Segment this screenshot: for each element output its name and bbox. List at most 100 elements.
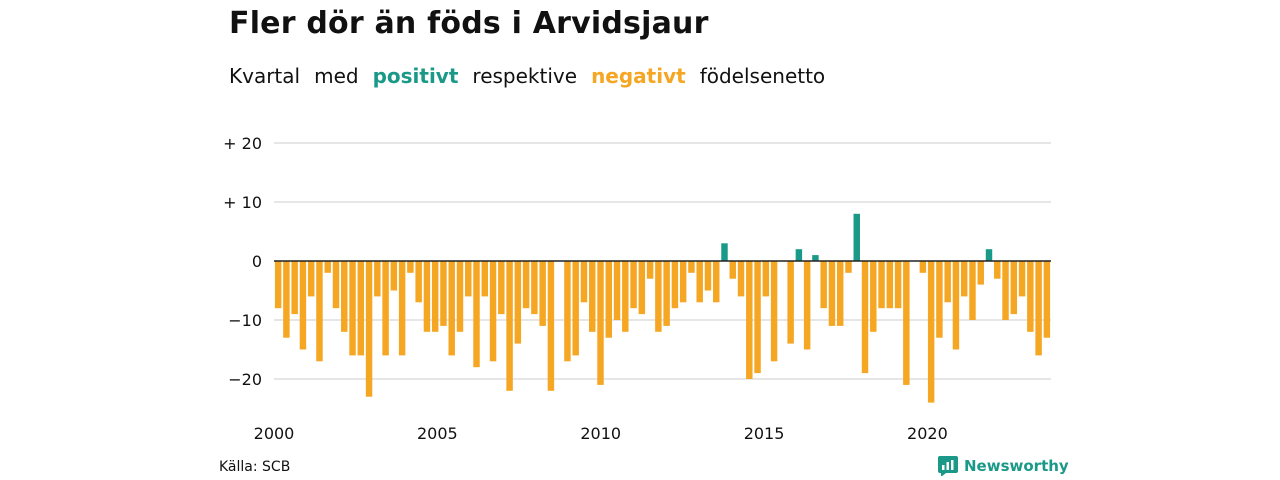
bar — [737, 261, 745, 297]
bar — [696, 261, 703, 303]
bar — [944, 261, 951, 303]
bar — [828, 261, 836, 326]
chart-subtitle: Kvartal med positivt respektive negativt föde… — [229, 64, 839, 88]
bar — [754, 261, 761, 374]
subtitle-word: respektive — [472, 64, 578, 88]
bar — [448, 261, 455, 356]
bar — [274, 261, 282, 309]
bar — [630, 261, 637, 309]
bar — [1043, 261, 1051, 338]
x-tick-label: 2015 — [744, 424, 785, 443]
bar — [506, 261, 513, 391]
bar — [299, 261, 307, 350]
bar — [803, 261, 811, 350]
chart-title: Fler dör än föds i Arvidsjaur — [229, 6, 709, 41]
bar — [605, 261, 612, 338]
bar — [903, 261, 910, 385]
bar — [853, 213, 860, 261]
bar — [415, 261, 422, 303]
bar — [589, 261, 596, 332]
bar — [407, 261, 414, 273]
bar — [936, 261, 943, 338]
x-tick-label: 2005 — [417, 424, 458, 443]
bar — [861, 261, 869, 374]
bar — [316, 261, 323, 362]
bar — [919, 261, 927, 273]
bar — [349, 261, 356, 356]
bar — [547, 261, 555, 391]
bar — [357, 261, 365, 356]
bar — [580, 261, 588, 303]
bar — [291, 261, 298, 315]
bar — [713, 261, 720, 303]
bar — [646, 261, 654, 279]
bar — [1010, 261, 1018, 315]
bar — [473, 261, 480, 368]
bar — [332, 261, 340, 309]
bar — [440, 261, 447, 326]
bar — [977, 261, 984, 285]
bar — [704, 261, 712, 291]
bar — [456, 261, 464, 332]
bar — [374, 261, 381, 297]
bar — [514, 261, 522, 344]
y-tick-label: −20 — [228, 370, 262, 389]
bar — [836, 261, 844, 326]
bar — [564, 261, 571, 362]
bar — [572, 261, 579, 356]
bar — [870, 261, 877, 332]
bar — [498, 261, 505, 315]
bar — [679, 261, 687, 303]
newsworthy-logo-icon — [938, 456, 958, 476]
bar — [845, 261, 852, 273]
bar — [489, 261, 497, 362]
bar — [820, 261, 827, 309]
bar — [795, 249, 803, 261]
bar — [1002, 261, 1009, 320]
bar — [382, 261, 389, 356]
bar — [729, 261, 736, 279]
brand-logo: Newsworthy — [938, 456, 1069, 476]
bar — [886, 261, 894, 309]
bar — [307, 261, 315, 297]
bar — [927, 261, 935, 403]
subtitle-positive-label: positivt — [372, 64, 459, 88]
bar — [952, 261, 960, 350]
source-note: Källa: SCB — [219, 459, 291, 475]
bar — [531, 261, 538, 315]
bar — [746, 261, 753, 379]
bar — [481, 261, 489, 297]
bar — [985, 249, 993, 261]
bar — [787, 261, 794, 344]
bar — [283, 261, 290, 338]
bar — [423, 261, 431, 332]
bar — [878, 261, 885, 309]
bar — [597, 261, 604, 385]
bar — [1027, 261, 1034, 332]
subtitle-word: med — [314, 64, 359, 88]
y-tick-label: 0 — [252, 252, 262, 271]
bar — [688, 261, 695, 273]
brand-name: Newsworthy — [964, 457, 1069, 475]
subtitle-word: födelsenetto — [699, 64, 826, 88]
bar — [539, 261, 546, 326]
bar — [894, 261, 902, 309]
bar — [721, 243, 728, 261]
bar — [1018, 261, 1026, 297]
bar — [324, 261, 331, 273]
y-tick-label: + 20 — [223, 134, 262, 153]
bar — [663, 261, 670, 326]
bar — [398, 261, 406, 356]
bar — [341, 261, 348, 332]
subtitle-word: Kvartal — [229, 64, 301, 88]
y-tick-label: + 10 — [223, 193, 262, 212]
bar — [969, 261, 976, 320]
bar — [465, 261, 472, 297]
bar — [770, 261, 778, 362]
bar — [613, 261, 621, 320]
y-tick-label: −10 — [228, 311, 262, 330]
bar — [638, 261, 646, 315]
subtitle-negative-label: negativt — [591, 64, 686, 88]
bar — [655, 261, 662, 332]
